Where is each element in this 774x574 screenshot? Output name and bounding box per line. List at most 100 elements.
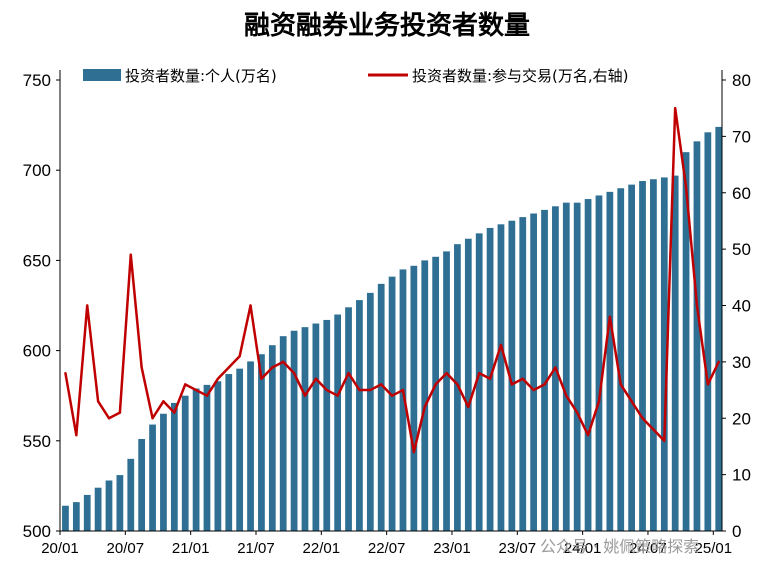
bar-20/07	[127, 458, 135, 531]
line-point-22/04	[358, 388, 361, 392]
line-point-22/01	[325, 388, 328, 392]
line-point-22/09	[412, 450, 416, 454]
line-point-20/01	[64, 371, 67, 375]
line-point-24/04	[619, 383, 622, 386]
bar-21/04	[225, 374, 233, 531]
bar-21/11	[301, 327, 309, 531]
bar-22/04	[356, 300, 363, 531]
line-point-21/01	[194, 388, 198, 392]
bar-22/08	[399, 269, 407, 531]
bar-23/09	[541, 209, 548, 531]
bar-23/05	[497, 224, 505, 531]
bar-23/11	[562, 202, 570, 532]
bar-21/09	[279, 336, 287, 531]
line-point-21/07	[260, 377, 263, 380]
right-tick-label-10: 10	[732, 466, 751, 485]
bar-21/12	[312, 323, 320, 531]
bar-22/07	[388, 276, 396, 531]
bar-22/11	[432, 256, 440, 531]
line-point-22/08	[401, 388, 405, 392]
bar-22/05	[366, 292, 374, 531]
line-point-22/06	[380, 383, 383, 386]
right-tick-label-0: 0	[732, 522, 741, 541]
line-point-24/08	[663, 439, 666, 442]
line-point-22/11	[434, 383, 437, 386]
bar-24/07	[650, 179, 657, 531]
line-point-20/12	[184, 383, 187, 386]
right-axis-ticks: 0 10 20 30 40 50 60 70 80	[722, 71, 751, 541]
bar-24/04	[617, 188, 625, 532]
bar-23/02	[464, 238, 472, 531]
line-point-23/08	[532, 388, 535, 392]
left-tick-label-600: 600	[23, 342, 51, 361]
left-axis-ticks: 500 550 600 650 700 750	[23, 71, 60, 541]
line-point-23/12	[575, 411, 579, 414]
line-point-23/01	[456, 383, 459, 386]
line-point-20/07	[129, 253, 132, 256]
bar-21/06	[247, 361, 254, 531]
x-tick-label-24/01: 24/01	[564, 540, 602, 557]
x-tick-label-22/07: 22/07	[368, 540, 406, 557]
bar-20/02	[72, 502, 80, 531]
bar-20/11	[170, 402, 178, 531]
line-point-23/03	[477, 371, 481, 375]
line-point-22/02	[336, 394, 339, 397]
x-tick-label-21/07: 21/07	[237, 540, 275, 557]
x-tick-label-23/07: 23/07	[499, 540, 537, 557]
left-tick-label-550: 550	[23, 432, 51, 451]
line-point-21/11	[303, 394, 307, 397]
left-tick-label-500: 500	[23, 522, 51, 541]
watermark: 公众号 · 姚佩策略探索	[540, 537, 699, 556]
bar-24/01	[584, 199, 592, 531]
line-point-23/02	[467, 405, 470, 409]
bar-20/10	[160, 413, 167, 531]
line-point-24/11	[695, 304, 699, 307]
line-point-20/10	[162, 400, 165, 403]
x-tick-label-20/01: 20/01	[41, 540, 79, 557]
bar-24/06	[639, 181, 646, 531]
bar-series	[62, 126, 723, 532]
bar-20/03	[83, 494, 91, 531]
line-point-20/08	[140, 366, 143, 369]
line-point-22/10	[423, 405, 426, 409]
bar-24/10	[682, 152, 690, 531]
bar-24/09	[671, 175, 679, 532]
line-point-24/06	[641, 417, 644, 420]
line-point-24/05	[630, 400, 633, 403]
x-tick-label-25/01: 25/01	[695, 540, 733, 557]
bar-21/07	[258, 354, 265, 531]
bar-22/02	[334, 314, 342, 531]
line-point-22/07	[390, 394, 394, 397]
bar-24/03	[606, 191, 614, 531]
bar-22/03	[345, 307, 352, 531]
line-point-20/02	[75, 433, 78, 437]
bar-21/08	[268, 345, 276, 531]
bar-20/01	[62, 505, 69, 531]
right-tick-label-70: 70	[732, 127, 751, 146]
line-point-22/05	[369, 388, 372, 392]
bar-25/01	[715, 126, 723, 532]
line-point-22/12	[445, 371, 448, 375]
bar-20/08	[138, 439, 146, 531]
line-point-21/05	[238, 355, 241, 358]
right-tick-label-40: 40	[732, 297, 751, 316]
bar-20/06	[116, 475, 124, 531]
bar-23/01	[454, 244, 461, 531]
right-tick-label-60: 60	[732, 184, 751, 203]
line-point-24/01	[586, 433, 590, 437]
bar-22/01	[323, 319, 331, 531]
x-tick-label-21/01: 21/01	[172, 540, 210, 557]
line-series	[64, 106, 720, 454]
legend-swatch-bar	[83, 69, 121, 81]
line-point-21/02	[205, 394, 209, 397]
line-point-24/03	[608, 315, 612, 318]
line-point-21/06	[249, 304, 252, 307]
bar-20/09	[149, 424, 156, 531]
right-tick-label-50: 50	[732, 240, 751, 259]
right-tick-label-20: 20	[732, 409, 751, 428]
bar-20/04	[94, 487, 102, 531]
x-tick-label-20/07: 20/07	[107, 540, 145, 557]
line-point-23/11	[565, 394, 568, 397]
axes	[59, 70, 723, 532]
